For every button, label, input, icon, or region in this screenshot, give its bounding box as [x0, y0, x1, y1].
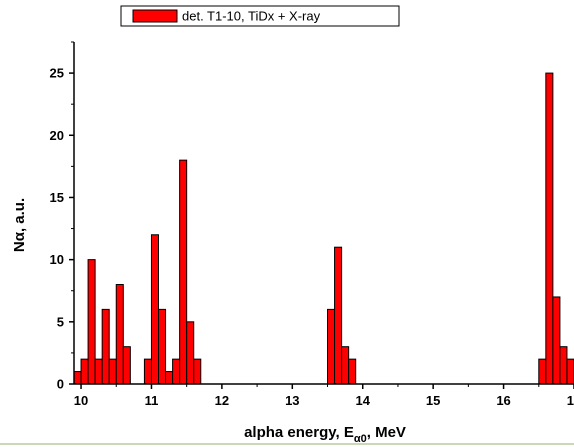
bar-13: [179, 159, 188, 385]
bar-0: [73, 371, 82, 385]
bar-12: [172, 358, 181, 385]
x-axis-title-main: alpha energy, E: [244, 424, 354, 441]
y-tick-label: 0: [57, 377, 64, 392]
bar-22: [552, 296, 561, 385]
bar-3: [94, 358, 103, 385]
bar-21: [545, 72, 554, 385]
bar-15: [193, 358, 202, 385]
bars-group: [73, 72, 574, 385]
bar-23: [559, 346, 568, 385]
bar-24: [566, 358, 574, 385]
bar-11: [165, 371, 174, 385]
y-axis-ticks: 0 5 10 15 20 25: [50, 41, 74, 392]
x-tick-label: 15: [426, 393, 440, 408]
bar-19: [348, 358, 357, 385]
bar-18: [341, 346, 350, 385]
y-tick-label: 20: [50, 128, 64, 143]
x-tick-label: 11: [145, 393, 159, 408]
bar-9: [150, 234, 160, 385]
bar-10: [158, 308, 167, 385]
bar-16: [327, 308, 336, 385]
x-axis-title-subscript: α0: [354, 433, 367, 445]
y-tick-label: 10: [50, 252, 64, 267]
bar-17: [334, 246, 343, 385]
y-tick-label: 15: [50, 190, 64, 205]
bar-5: [108, 358, 117, 385]
bar-7: [122, 346, 131, 385]
x-tick-label: 16: [496, 393, 510, 408]
x-axis-title-unit: , MeV: [367, 424, 406, 441]
legend-box: [120, 5, 400, 27]
x-tick-label: 12: [215, 393, 229, 408]
y-tick-label: 5: [57, 314, 64, 329]
bar-2: [87, 259, 96, 385]
y-tick-label: 25: [50, 66, 64, 81]
x-axis-ticks: 10 11 12 13 14 15 16 17: [74, 384, 574, 408]
x-axis-title: alpha energy, Eα0, MeV: [244, 424, 406, 445]
bar-8: [143, 358, 152, 385]
bar-1: [80, 358, 89, 385]
legend: det. T1-10, TiDx + X-ray: [120, 5, 400, 27]
legend-label: det. T1-10, TiDx + X-ray: [182, 9, 321, 24]
bar-4: [101, 308, 110, 385]
x-tick-label: 13: [285, 393, 299, 408]
bar-20: [538, 358, 547, 385]
x-tick-label: 17: [567, 393, 574, 408]
axes-group: [73, 42, 574, 385]
bar-6: [115, 284, 124, 385]
legend-swatch: [132, 9, 178, 23]
x-tick-label: 14: [355, 393, 370, 408]
bar-14: [186, 321, 195, 385]
y-axis-title: Nα, a.u.: [11, 198, 28, 252]
x-tick-label: 10: [74, 393, 88, 408]
